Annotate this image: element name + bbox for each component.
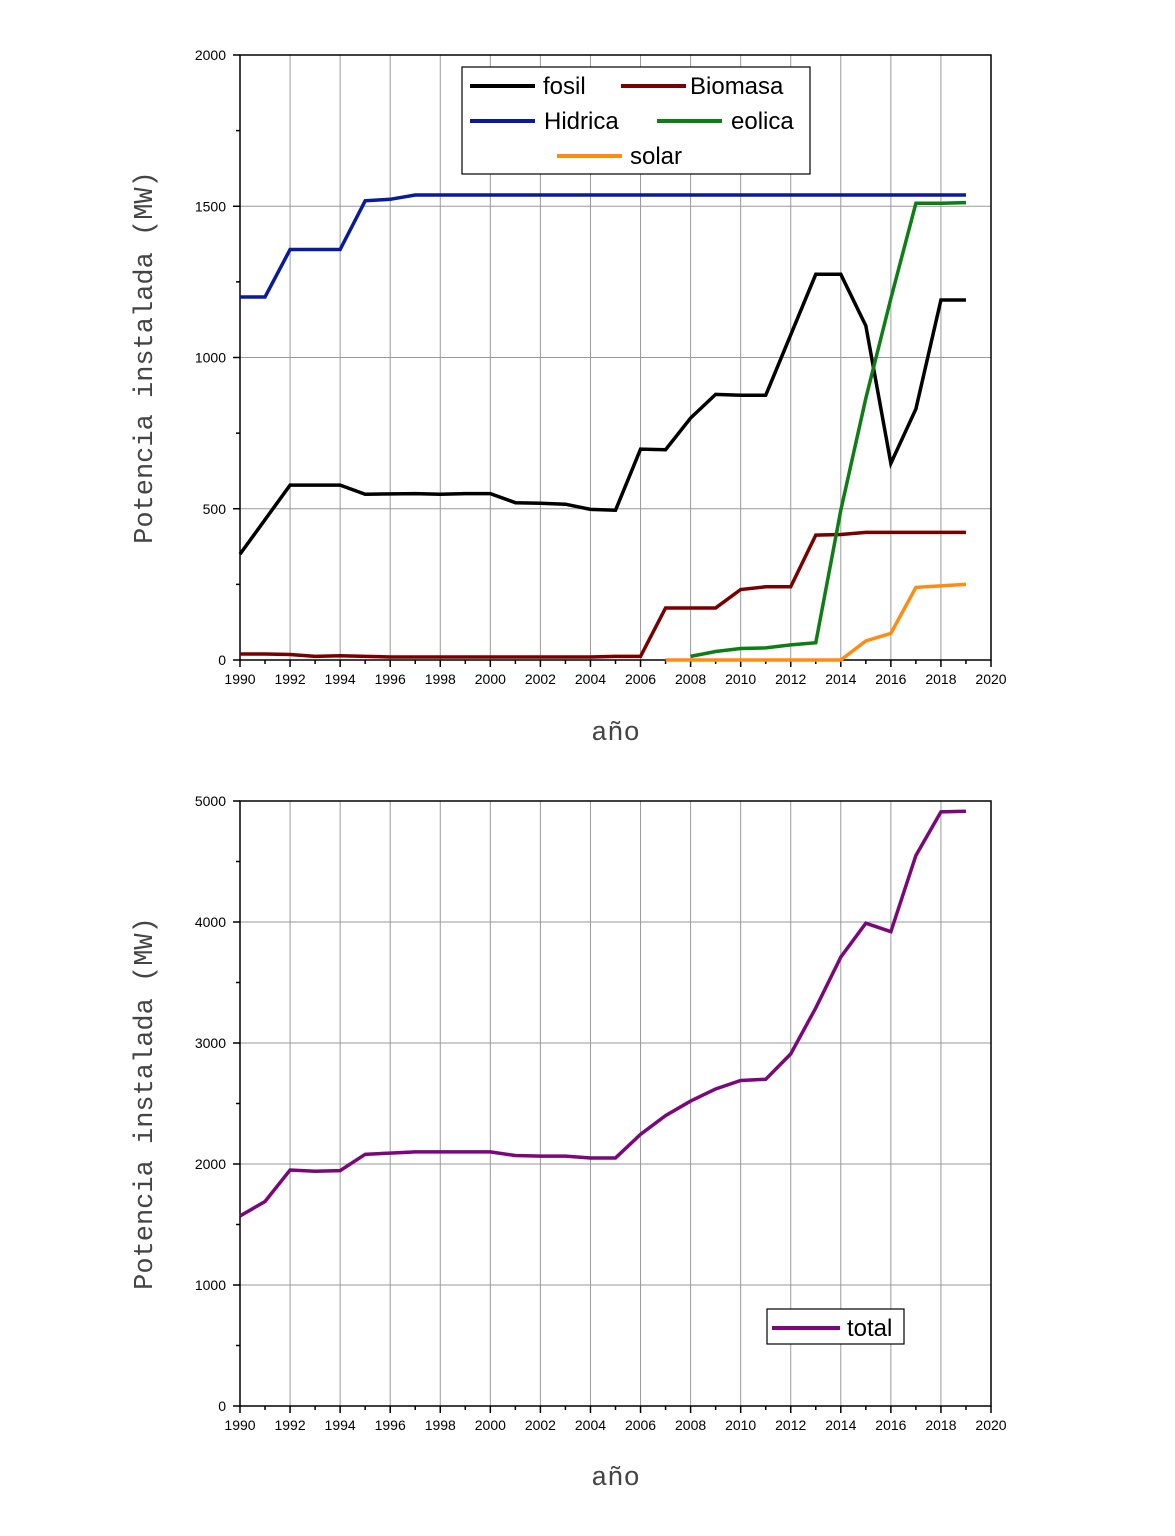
y-tick-label: 2000 [195,47,226,63]
x-tick-label: 2018 [925,1417,956,1433]
legend-label-fosil: fosil [543,73,586,100]
x-tick-label: 2006 [625,671,656,687]
x-tick-label: 1994 [325,1417,356,1433]
y-tick-label: 4000 [195,914,226,930]
series-line-Biomasa [240,530,966,659]
y-tick-label: 0 [218,1398,226,1414]
y-axis-title: Potencia instalada (MW) [131,917,161,1290]
y-axis-title: Potencia instalada (MW) [131,171,161,544]
x-tick-label: 1998 [425,671,456,687]
y-tick-label: 3000 [195,1035,226,1051]
x-tick-label: 1996 [375,671,406,687]
legend-label-total: total [847,1315,892,1342]
y-tick-label: 1500 [195,198,226,214]
series-line-total [239,809,967,1218]
x-tick-label: 2004 [575,671,606,687]
x-tick-label: 2016 [875,1417,906,1433]
x-tick-label: 1990 [224,1417,255,1433]
x-tick-label: 2012 [775,1417,806,1433]
x-tick-label: 1998 [425,1417,456,1433]
x-tick-label: 2008 [675,1417,706,1433]
series-line-Hidrica [240,193,966,299]
x-tick-label: 2014 [825,671,856,687]
x-tick-label: 2002 [525,1417,556,1433]
y-tick-label: 1000 [195,350,226,366]
legend-label-eolica: eolica [731,108,794,135]
x-tick-label: 2000 [475,1417,506,1433]
x-tick-label: 1990 [224,671,255,687]
x-tick-label: 2014 [825,1417,856,1433]
x-axis-title: año [591,1464,640,1494]
x-tick-label: 2020 [975,671,1006,687]
series-line-fosil [238,272,966,556]
x-tick-label: 1992 [274,1417,305,1433]
y-tick-label: 2000 [195,1156,226,1172]
x-tick-label: 2000 [475,671,506,687]
legend-label-Biomasa: Biomasa [690,73,784,100]
legend: total [766,1308,905,1345]
x-tick-label: 1994 [325,671,356,687]
x-axis-title: año [591,719,640,749]
chart-potencia-por-fuente: 1990 1992 1994 1996 1998 2000 2002 2004 2006 2008… [131,47,1007,749]
y-tick-label: 1000 [195,1277,226,1293]
x-tick-label: 2010 [725,671,756,687]
plot-frame [239,54,992,661]
series-line-eolica [690,200,967,659]
legend-label-solar: solar [630,143,682,170]
x-tick-label: 2010 [725,1417,756,1433]
x-tick-label: 2020 [975,1417,1006,1433]
series-line-solar [665,582,967,662]
legend-label-Hidrica: Hidrica [544,108,619,135]
x-tick-label: 2016 [875,671,906,687]
x-tick-label: 2002 [525,671,556,687]
x-tick-label: 2012 [775,671,806,687]
y-tick-label: 500 [203,501,227,517]
x-tick-label: 2018 [925,671,956,687]
y-tick-label: 0 [218,652,226,668]
x-tick-label: 2008 [675,671,706,687]
x-tick-label: 2004 [575,1417,606,1433]
chart-potencia-total: 1990 1992 1994 1996 1998 2000 2002 2004 2006 2008… [131,793,1007,1494]
plot-frame [239,800,992,1407]
x-tick-label: 1992 [274,671,305,687]
y-tick-label: 5000 [195,793,226,809]
x-tick-label: 2006 [625,1417,656,1433]
x-tick-label: 1996 [375,1417,406,1433]
legend: fosil Biomasa Hidrica eolica solar [461,66,811,175]
